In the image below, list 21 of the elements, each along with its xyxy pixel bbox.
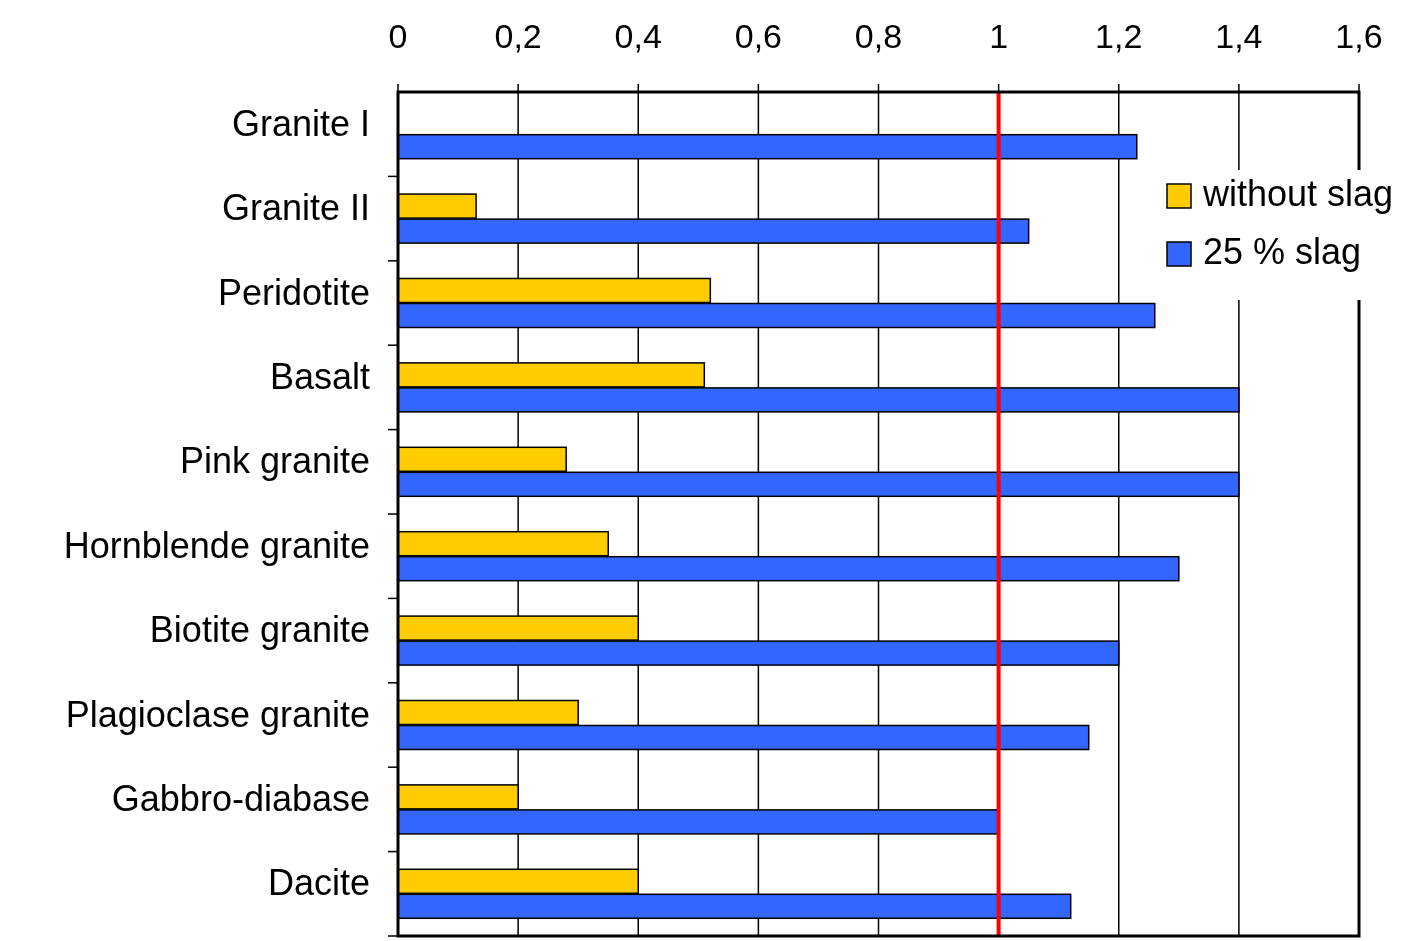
y-tick-label: Granite I xyxy=(231,102,370,144)
y-tick-label: Basalt xyxy=(269,355,370,397)
x-tick-label: 0 xyxy=(388,17,408,55)
x-tick-label: 0,8 xyxy=(854,17,903,55)
x-tick-label: 1,6 xyxy=(1335,17,1383,55)
y-tick-label: Peridotite xyxy=(217,271,370,313)
x-tick-label: 1,4 xyxy=(1215,17,1263,55)
legend-label: 25 % slag xyxy=(1203,230,1362,272)
y-tick-label: Granite II xyxy=(221,187,370,229)
y-tick-label: Hornblende granite xyxy=(63,524,370,566)
y-tick-label: Dacite xyxy=(267,862,370,904)
x-tick-label: 1 xyxy=(989,17,1009,55)
y-tick-label: Pink granite xyxy=(179,440,370,482)
x-tick-label: 0,6 xyxy=(734,17,783,55)
x-tick-label: 0,2 xyxy=(494,17,542,55)
legend-label: without slag xyxy=(1202,172,1394,214)
x-tick-label: 0,4 xyxy=(614,17,662,55)
x-tick-label: 1,2 xyxy=(1095,17,1143,55)
y-tick-label: Gabbro-diabase xyxy=(111,777,370,819)
y-tick-label: Plagioclase granite xyxy=(65,693,370,735)
y-tick-label: Biotite granite xyxy=(149,609,370,651)
